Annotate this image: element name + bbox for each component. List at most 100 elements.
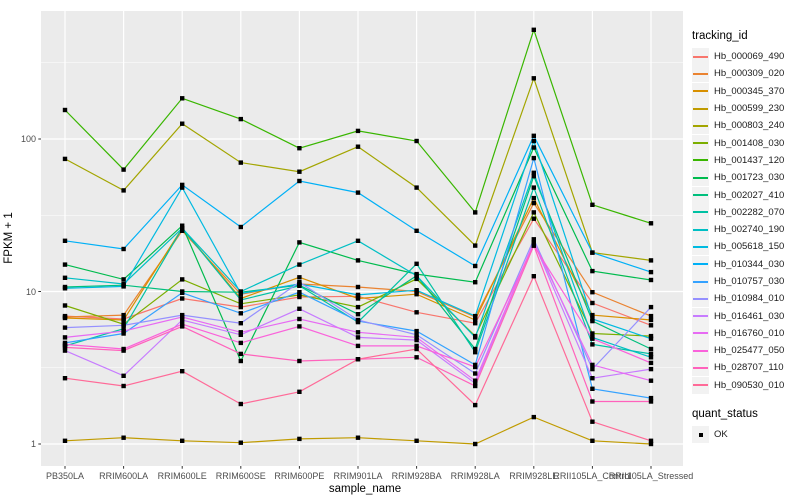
data-point-marker: [355, 238, 361, 243]
data-point-marker: [531, 138, 536, 144]
data-point-marker: [648, 360, 654, 366]
legend-line-swatch-icon: [692, 100, 709, 118]
data-point-marker: [180, 290, 185, 295]
data-point-marker: [297, 280, 302, 285]
data-point-marker: [180, 369, 185, 374]
legend-item: Hb_028707_110: [692, 359, 798, 377]
data-point-marker: [648, 366, 654, 372]
data-point-marker: [121, 373, 126, 378]
legend-item: Hb_005618_150: [692, 238, 798, 256]
legend-line-swatch-icon: [692, 169, 709, 187]
data-point-marker: [297, 290, 302, 295]
data-point-marker: [590, 376, 595, 381]
legend-item: Hb_001408_030: [692, 134, 798, 152]
legend-item: Hb_000599_230: [692, 100, 798, 118]
data-point-marker: [648, 336, 654, 341]
x-tick-label: RRIM600SE: [215, 471, 266, 481]
y-axis-title: FPKM + 1: [3, 212, 15, 264]
data-point-marker: [297, 316, 302, 322]
x-tick-label: RRIM901LA: [333, 471, 383, 481]
data-point-marker: [355, 330, 361, 335]
data-point-marker: [297, 146, 302, 151]
data-point-marker: [414, 276, 419, 282]
legend-line-swatch-icon: [692, 307, 709, 325]
data-point-marker: [355, 190, 361, 195]
data-point-marker: [238, 160, 243, 165]
data-point-marker: [238, 340, 243, 346]
data-point-marker: [121, 328, 126, 334]
data-point-marker: [531, 240, 536, 245]
data-point-marker: [238, 332, 243, 337]
data-point-marker: [180, 277, 185, 282]
data-point-marker: [531, 174, 536, 179]
x-tick-label: RRIM600PE: [274, 471, 325, 481]
legend-item: Hb_010757_030: [692, 273, 798, 290]
data-point-marker: [531, 200, 536, 206]
legend-item: Hb_010984_010: [692, 290, 798, 308]
data-point-marker: [473, 378, 478, 383]
data-point-marker: [473, 350, 478, 355]
data-point-marker: [355, 304, 361, 310]
data-point-marker: [590, 331, 595, 336]
data-point-marker: [355, 296, 361, 301]
data-point-marker: [473, 263, 478, 269]
data-point-marker: [590, 250, 595, 255]
data-point-marker: [121, 326, 126, 331]
legend-item-label: Hb_016760_010: [714, 327, 785, 339]
data-point-marker: [62, 342, 68, 347]
data-point-marker: [62, 107, 68, 113]
data-point-marker: [297, 389, 302, 394]
legend-line-swatch-icon: [692, 117, 709, 135]
data-point-marker: [590, 268, 595, 274]
data-point-marker: [473, 371, 478, 376]
legend-tracking-items: Hb_000069_490 Hb_000309_020 Hb_000345_370 H…: [692, 48, 798, 394]
data-point-marker: [355, 292, 361, 298]
data-point-marker: [531, 133, 536, 138]
data-point-marker: [648, 323, 654, 328]
data-point-marker: [531, 274, 536, 279]
data-point-marker: [531, 155, 536, 161]
data-point-marker: [414, 337, 419, 343]
data-point-marker: [473, 335, 478, 340]
legend-item-label: Hb_005618_150: [714, 241, 785, 253]
legend-item: Hb_000309_020: [692, 65, 798, 83]
legend-item-label: Hb_001723_030: [714, 172, 785, 184]
data-point-marker: [648, 304, 654, 310]
data-point-marker: [62, 325, 68, 330]
data-point-marker: [180, 121, 185, 126]
data-point-marker: [238, 224, 243, 230]
data-point-marker: [62, 303, 68, 308]
data-point-marker: [355, 284, 361, 290]
legend-item: Hb_016461_030: [692, 307, 798, 325]
data-point-marker: [121, 331, 126, 336]
data-point-marker: [648, 333, 654, 339]
data-point-marker: [473, 243, 478, 248]
legend-line-swatch-icon: [692, 65, 709, 83]
legend-line-swatch-icon: [692, 48, 709, 66]
data-point-marker: [62, 262, 68, 267]
data-point-marker: [648, 438, 654, 443]
data-point-marker: [414, 138, 419, 144]
data-point-marker: [473, 402, 478, 408]
legend-line-swatch-icon: [692, 255, 709, 273]
legend-item-label: Hb_028707_110: [714, 362, 784, 374]
data-point-marker: [531, 76, 536, 81]
data-point-marker: [355, 317, 361, 323]
black-square-icon: [692, 426, 709, 444]
legend-line-swatch-icon: [692, 376, 709, 394]
data-point-marker: [121, 277, 126, 282]
legend-item-label: Hb_000599_230: [714, 103, 785, 115]
legend-item: Hb_002282_070: [692, 203, 798, 221]
data-point-marker: [648, 351, 654, 357]
data-point-marker: [238, 291, 243, 296]
data-point-marker: [590, 362, 595, 368]
data-point-marker: [473, 317, 478, 323]
x-tick-label: PB350LA: [45, 471, 85, 481]
legend: tracking_id Hb_000069_490 Hb_000309_020 Hb…: [692, 30, 798, 444]
data-point-marker: [121, 246, 126, 252]
data-point-marker: [297, 275, 302, 280]
data-point-marker: [414, 228, 419, 233]
data-point-marker: [121, 383, 126, 389]
data-point-marker: [297, 324, 302, 329]
